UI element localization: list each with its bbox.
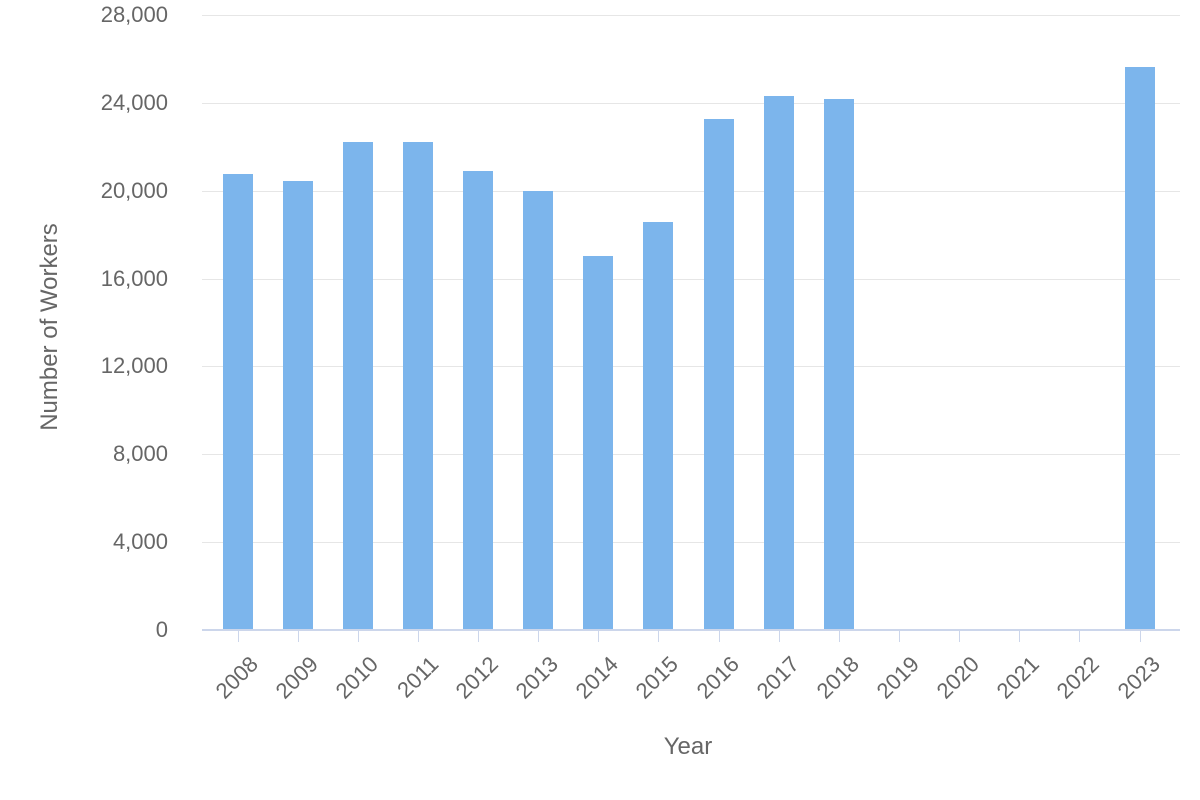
x-tick-label-2013: 2013 (510, 651, 564, 704)
x-axis-title: Year (663, 733, 713, 760)
x-tick (538, 630, 540, 642)
x-tick (718, 630, 720, 642)
x-tick (778, 630, 780, 642)
x-tick (838, 630, 840, 642)
bar-2010[interactable] (342, 142, 373, 630)
x-tick-label-2010: 2010 (330, 651, 383, 704)
x-tick (297, 630, 299, 642)
gridline (202, 366, 1180, 367)
gridline (202, 279, 1180, 280)
gridline (202, 454, 1180, 455)
bar-2009[interactable] (282, 180, 313, 630)
bar-2017[interactable] (763, 96, 794, 630)
gridline (202, 542, 1180, 543)
bar-2014[interactable] (583, 255, 614, 630)
x-tick-label-2019: 2019 (871, 651, 924, 704)
y-tick-label: 24,000 (100, 90, 168, 115)
bar-2012[interactable] (463, 170, 493, 630)
x-tick-label-2008: 2008 (210, 651, 263, 704)
x-tick-label-2023: 2023 (1112, 651, 1165, 704)
x-tick-label-2015: 2015 (631, 651, 684, 704)
gridline (202, 191, 1180, 192)
x-tick (1019, 630, 1021, 642)
y-tick-label: 12,000 (100, 353, 168, 378)
x-tick-label-2018: 2018 (811, 651, 864, 704)
x-tick (417, 630, 419, 642)
bar-2018[interactable] (823, 98, 854, 630)
x-tick-label-2022: 2022 (1051, 651, 1105, 704)
y-axis-title: Number of Workers (36, 223, 63, 431)
x-tick (898, 630, 900, 642)
x-tick (357, 630, 359, 642)
bar-2016[interactable] (703, 119, 734, 630)
x-tick (478, 630, 479, 642)
x-tick-label-2020: 2020 (931, 651, 985, 704)
y-tick-label: 0 (155, 617, 168, 642)
x-tick-label-2012: 2012 (450, 651, 503, 704)
x-tick (959, 630, 961, 642)
x-tick-label-2014: 2014 (570, 651, 624, 704)
bar-2008[interactable] (222, 174, 253, 630)
x-tick (658, 630, 660, 642)
x-tick-label-2009: 2009 (270, 651, 323, 704)
bar-2013[interactable] (523, 190, 554, 630)
bar-2011[interactable] (402, 142, 433, 630)
y-tick-label: 16,000 (100, 266, 168, 291)
x-tick (1139, 630, 1141, 642)
x-axis-line (202, 629, 1180, 631)
x-tick-label-2016: 2016 (691, 651, 744, 704)
y-tick-label: 28,000 (100, 2, 168, 27)
x-tick-label-2021: 2021 (991, 651, 1045, 704)
bar-2015[interactable] (643, 221, 674, 630)
x-tick (598, 630, 600, 642)
bar-2023[interactable] (1124, 66, 1155, 630)
x-tick (237, 630, 239, 642)
x-tick-label-2017: 2017 (751, 651, 804, 704)
y-tick-label: 4,000 (112, 529, 168, 554)
gridline (202, 103, 1180, 104)
y-tick-label: 20,000 (100, 178, 168, 203)
x-tick-label-2011: 2011 (391, 651, 443, 703)
y-tick-label: 8,000 (112, 441, 168, 466)
gridline (202, 15, 1180, 16)
x-tick (1079, 630, 1081, 642)
